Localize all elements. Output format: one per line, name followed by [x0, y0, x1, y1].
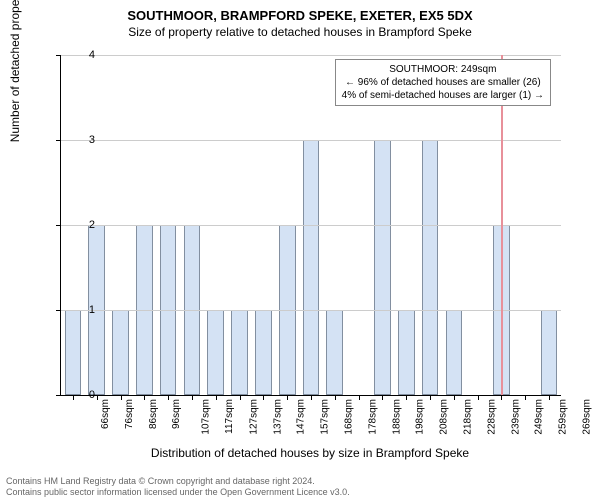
xtick-label: 117sqm [224, 399, 235, 434]
xtick-label: 127sqm [248, 399, 259, 435]
highlight-marker [501, 55, 503, 395]
xtick-mark [406, 395, 407, 400]
gridline [61, 225, 561, 226]
xtick-label: 66sqm [100, 399, 111, 429]
xtick-label: 198sqm [415, 399, 426, 435]
ytick-label: 3 [65, 134, 95, 146]
xtick-label: 137sqm [272, 399, 283, 435]
footer-line-2: Contains public sector information licen… [6, 487, 350, 498]
gridline [61, 140, 561, 141]
gridline [61, 310, 561, 311]
xtick-label: 157sqm [320, 399, 331, 435]
callout-line-2: ← 96% of detached houses are smaller (26… [342, 76, 544, 89]
bar [303, 140, 320, 395]
xtick-mark [144, 395, 145, 400]
xtick-mark [121, 395, 122, 400]
y-axis-label: Number of detached properties [8, 0, 22, 142]
xtick-label: 249sqm [534, 399, 545, 435]
ytick-mark [56, 310, 61, 311]
ytick-label: 0 [65, 389, 95, 401]
bar [255, 310, 272, 395]
xtick-label: 96sqm [171, 399, 182, 429]
xtick-label: 228sqm [486, 399, 497, 435]
bar [112, 310, 129, 395]
callout-box: SOUTHMOOR: 249sqm← 96% of detached house… [335, 59, 551, 106]
bar [65, 310, 82, 395]
xtick-label: 269sqm [582, 399, 593, 435]
callout-line-1: SOUTHMOOR: 249sqm [342, 63, 544, 76]
xtick-mark [525, 395, 526, 400]
xtick-mark [430, 395, 431, 400]
xtick-label: 218sqm [463, 399, 474, 435]
ytick-label: 2 [65, 219, 95, 231]
ytick-label: 1 [65, 304, 95, 316]
xtick-mark [216, 395, 217, 400]
xtick-label: 259sqm [558, 399, 569, 435]
xtick-label: 208sqm [439, 399, 450, 435]
ytick-mark [56, 225, 61, 226]
xtick-mark [549, 395, 550, 400]
ytick-mark [56, 395, 61, 396]
xtick-mark [192, 395, 193, 400]
chart-container: SOUTHMOOR, BRAMPFORD SPEKE, EXETER, EX5 … [0, 0, 600, 500]
bar [374, 140, 391, 395]
bar [231, 310, 248, 395]
ytick-mark [56, 55, 61, 56]
xtick-mark [240, 395, 241, 400]
bar [207, 310, 224, 395]
chart-title-address: SOUTHMOOR, BRAMPFORD SPEKE, EXETER, EX5 … [0, 0, 600, 23]
bar [422, 140, 439, 395]
ytick-label: 4 [65, 49, 95, 61]
bar [541, 310, 558, 395]
bar [398, 310, 415, 395]
xtick-mark [382, 395, 383, 400]
xtick-mark [263, 395, 264, 400]
xtick-label: 86sqm [148, 399, 159, 429]
x-axis-label: Distribution of detached houses by size … [60, 446, 560, 460]
ytick-mark [56, 140, 61, 141]
bar [326, 310, 343, 395]
xtick-mark [454, 395, 455, 400]
xtick-mark [478, 395, 479, 400]
xtick-mark [168, 395, 169, 400]
xtick-label: 188sqm [391, 399, 402, 435]
xtick-label: 168sqm [344, 399, 355, 435]
xtick-mark [335, 395, 336, 400]
callout-line-3: 4% of semi-detached houses are larger (1… [342, 89, 544, 102]
footer-text: Contains HM Land Registry data © Crown c… [6, 476, 350, 498]
xtick-label: 178sqm [367, 399, 378, 435]
xtick-label: 107sqm [201, 399, 212, 435]
xtick-mark [359, 395, 360, 400]
xtick-label: 76sqm [124, 399, 135, 429]
xtick-label: 147sqm [296, 399, 307, 435]
xtick-label: 239sqm [510, 399, 521, 435]
xtick-mark [501, 395, 502, 400]
xtick-mark [311, 395, 312, 400]
plot-area: 66sqm76sqm86sqm96sqm107sqm117sqm127sqm13… [60, 55, 561, 396]
footer-line-1: Contains HM Land Registry data © Crown c… [6, 476, 350, 487]
chart-title-subtitle: Size of property relative to detached ho… [0, 23, 600, 39]
bar [446, 310, 463, 395]
gridline [61, 55, 561, 56]
xtick-mark [97, 395, 98, 400]
xtick-mark [287, 395, 288, 400]
